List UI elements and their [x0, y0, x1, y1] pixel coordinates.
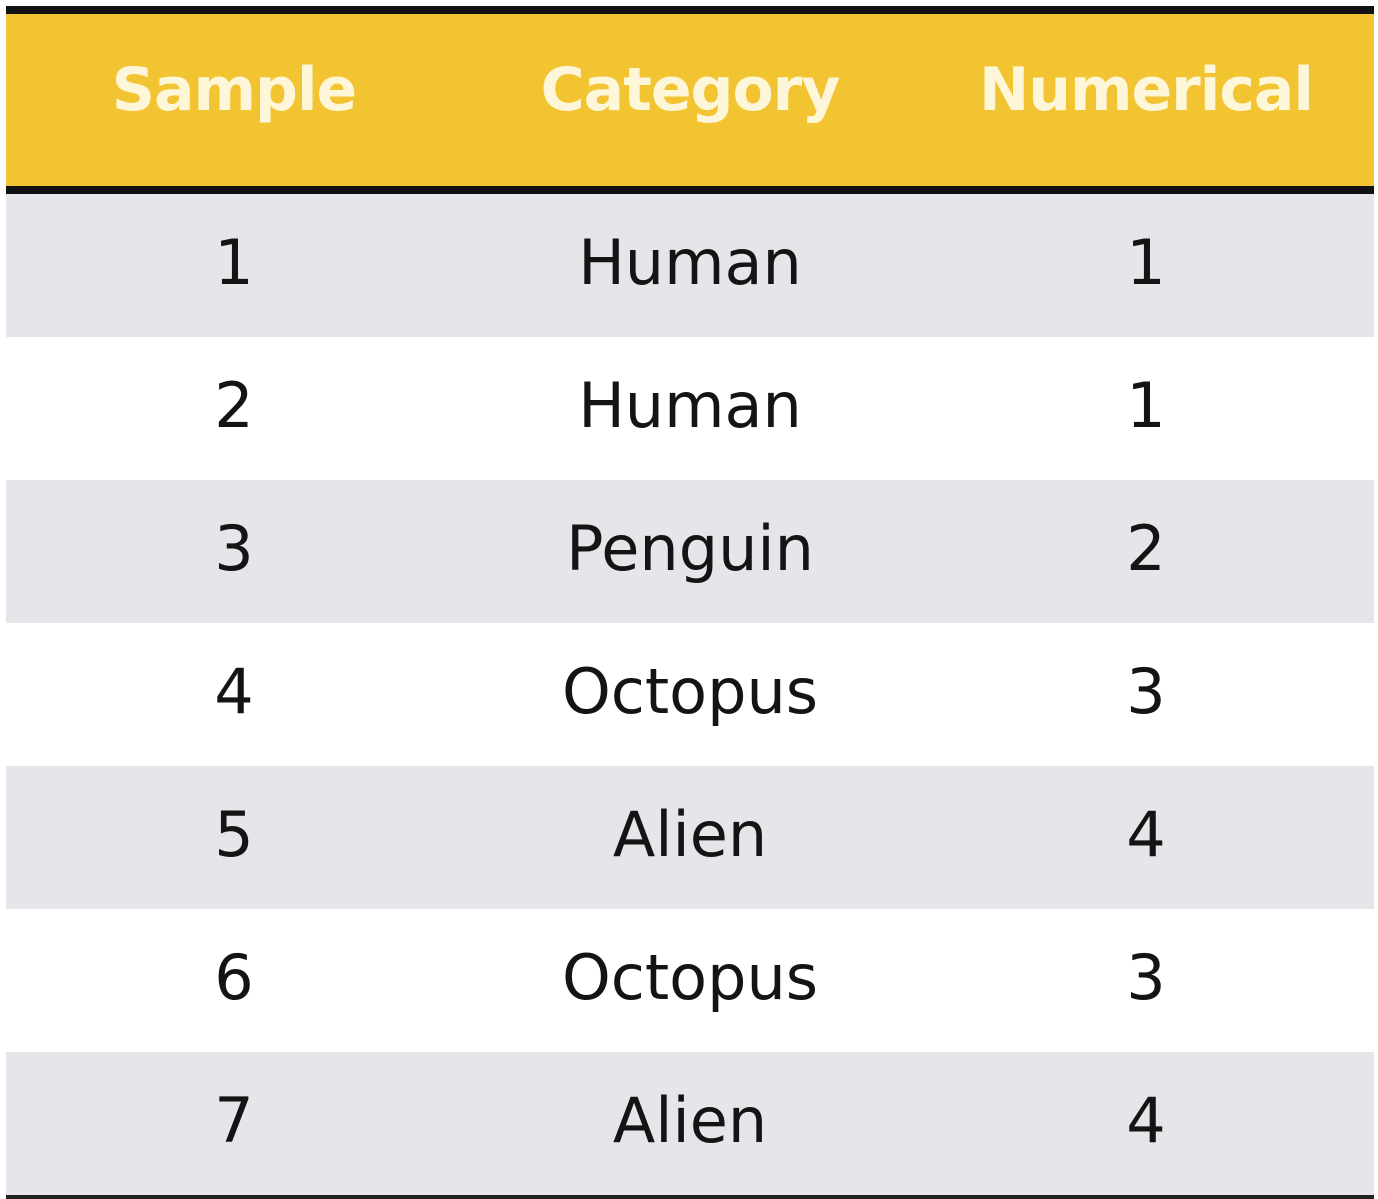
cell-numerical: 3: [1126, 941, 1166, 1014]
table-row: 7 Alien 4: [6, 1052, 1374, 1195]
table-row: 6 Octopus 3: [6, 909, 1374, 1052]
cell-category: Human: [578, 226, 802, 299]
table-row: 1 Human 1: [6, 194, 1374, 337]
table-row: 2 Human 1: [6, 337, 1374, 480]
cell-sample: 1: [214, 226, 254, 299]
data-table: Sample Category Numerical 1 Human 1 2 Hu…: [6, 6, 1374, 1199]
cell-category: Octopus: [561, 655, 819, 728]
header-numerical: Numerical: [979, 55, 1314, 125]
cell-numerical: 1: [1126, 369, 1166, 442]
cell-numerical: 1: [1126, 226, 1166, 299]
cell-sample: 2: [214, 369, 254, 442]
table-header-row: Sample Category Numerical: [6, 14, 1374, 194]
cell-numerical: 4: [1126, 1084, 1166, 1157]
cell-category: Penguin: [566, 512, 814, 585]
cell-numerical: 2: [1126, 512, 1166, 585]
header-sample: Sample: [111, 55, 357, 125]
cell-sample: 3: [214, 512, 254, 585]
cell-sample: 5: [214, 798, 254, 871]
cell-sample: 6: [214, 941, 254, 1014]
cell-category: Alien: [612, 798, 768, 871]
cell-numerical: 3: [1126, 655, 1166, 728]
cell-numerical: 4: [1126, 798, 1166, 871]
table-row: 4 Octopus 3: [6, 623, 1374, 766]
table-row: 5 Alien 4: [6, 766, 1374, 909]
table-row: 3 Penguin 2: [6, 480, 1374, 623]
cell-sample: 4: [214, 655, 254, 728]
cell-category: Alien: [612, 1084, 768, 1157]
table-top-rule: [6, 6, 1374, 14]
cell-sample: 7: [214, 1084, 254, 1157]
cell-category: Octopus: [561, 941, 819, 1014]
header-category: Category: [540, 55, 841, 125]
cell-category: Human: [578, 369, 802, 442]
